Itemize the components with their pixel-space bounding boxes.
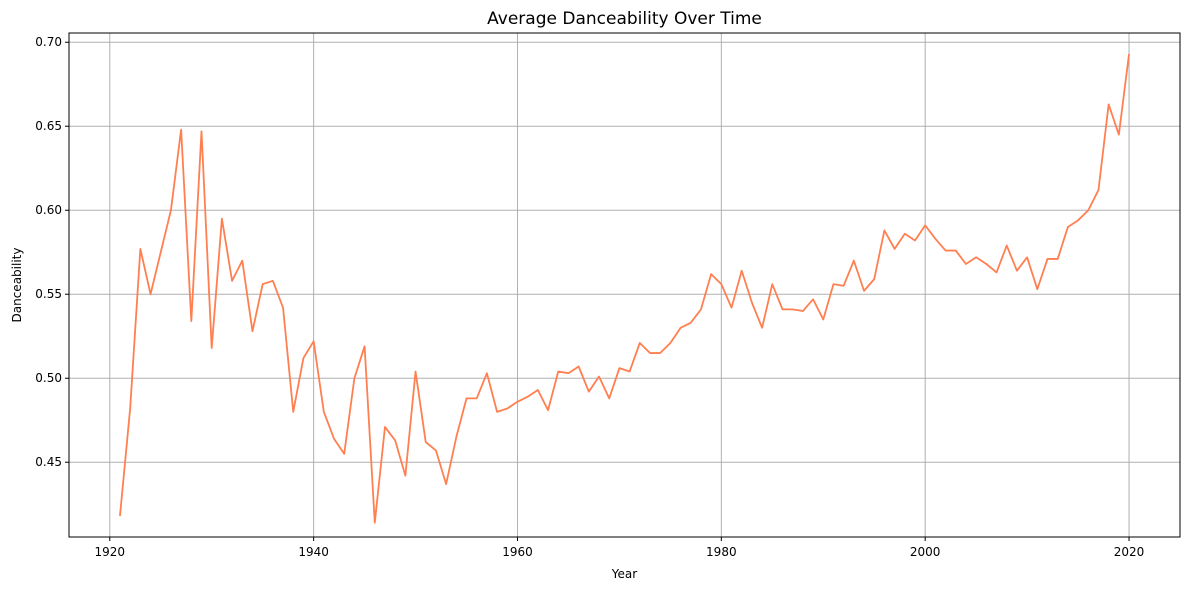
x-axis-label: Year [611,567,637,581]
y-axis-label: Danceability [10,248,24,323]
y-axis: 0.45 0.50 0.55 0.60 0.65 0.70 [35,35,69,469]
x-tick-label: 2000 [910,545,941,559]
grid-lines [69,33,1180,537]
y-tick-label: 0.60 [35,203,62,217]
x-tick-label: 1920 [94,545,125,559]
x-tick-label: 1980 [706,545,737,559]
y-tick-label: 0.70 [35,35,62,49]
plot-frame [68,32,1181,538]
y-tick-label: 0.65 [35,119,62,133]
x-axis: 1920 1940 1960 1980 2000 2020 [94,537,1144,559]
x-tick-label: 1940 [298,545,329,559]
x-tick-label: 2020 [1114,545,1145,559]
y-tick-label: 0.45 [35,455,62,469]
y-tick-label: 0.55 [35,287,62,301]
y-tick-label: 0.50 [35,371,62,385]
danceability-line [119,53,1130,524]
x-tick-label: 1960 [502,545,533,559]
chart-title: Average Danceability Over Time [487,9,762,29]
